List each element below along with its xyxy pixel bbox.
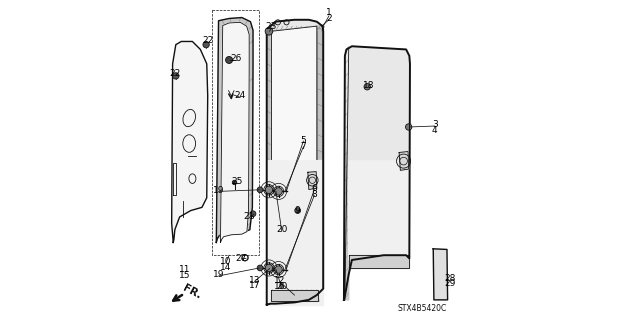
Text: 11: 11 [179, 265, 190, 274]
Circle shape [173, 73, 179, 79]
Text: 12: 12 [275, 276, 286, 285]
Polygon shape [349, 255, 409, 268]
Text: 21: 21 [243, 212, 255, 221]
Polygon shape [399, 152, 409, 170]
Text: 1: 1 [326, 8, 332, 17]
Polygon shape [344, 49, 349, 300]
Text: 15: 15 [179, 271, 190, 280]
Circle shape [295, 208, 301, 213]
Polygon shape [220, 22, 249, 242]
Circle shape [265, 27, 273, 35]
Text: 26: 26 [231, 54, 242, 63]
Polygon shape [433, 249, 447, 300]
Text: 22: 22 [169, 69, 180, 78]
Text: 20: 20 [276, 282, 287, 291]
Text: 16: 16 [275, 282, 286, 291]
Polygon shape [349, 49, 409, 260]
Polygon shape [216, 18, 253, 242]
Polygon shape [271, 290, 319, 301]
Text: 27: 27 [236, 254, 247, 263]
Polygon shape [267, 20, 323, 305]
Text: 2: 2 [326, 14, 332, 23]
Text: 18: 18 [363, 81, 374, 90]
Text: 24: 24 [235, 91, 246, 100]
Text: 10: 10 [220, 257, 232, 266]
Text: 6: 6 [312, 184, 317, 193]
Circle shape [275, 188, 282, 195]
Circle shape [265, 264, 273, 272]
Text: 19: 19 [213, 186, 224, 195]
Circle shape [275, 266, 282, 273]
Polygon shape [267, 31, 271, 305]
Polygon shape [172, 41, 208, 242]
Polygon shape [344, 46, 410, 300]
Polygon shape [267, 26, 323, 31]
Text: 29: 29 [444, 279, 456, 288]
Polygon shape [317, 26, 323, 289]
Text: 22: 22 [202, 36, 213, 45]
Text: 23: 23 [266, 22, 277, 31]
Text: 9: 9 [295, 206, 301, 215]
Text: 3: 3 [432, 120, 438, 129]
Text: 13: 13 [249, 276, 260, 285]
Text: 7: 7 [301, 142, 307, 151]
Circle shape [250, 211, 256, 217]
Circle shape [225, 56, 232, 63]
Circle shape [257, 265, 263, 271]
Text: FR.: FR. [181, 283, 203, 300]
Polygon shape [271, 26, 317, 160]
Text: 8: 8 [312, 190, 317, 199]
Text: 19: 19 [213, 270, 224, 279]
Text: 14: 14 [220, 263, 232, 272]
Text: 25: 25 [232, 177, 243, 186]
Text: 17: 17 [249, 281, 260, 290]
Circle shape [364, 84, 371, 90]
Polygon shape [308, 172, 317, 189]
Text: 28: 28 [444, 274, 456, 283]
Text: STX4B5420C: STX4B5420C [397, 304, 447, 313]
Text: 4: 4 [432, 126, 438, 135]
Text: 5: 5 [301, 136, 307, 145]
Circle shape [406, 124, 412, 130]
Circle shape [232, 180, 237, 185]
Polygon shape [267, 160, 323, 305]
Circle shape [203, 41, 209, 48]
Circle shape [265, 186, 273, 194]
Circle shape [257, 187, 263, 193]
Polygon shape [349, 49, 409, 160]
Text: 20: 20 [276, 225, 287, 234]
